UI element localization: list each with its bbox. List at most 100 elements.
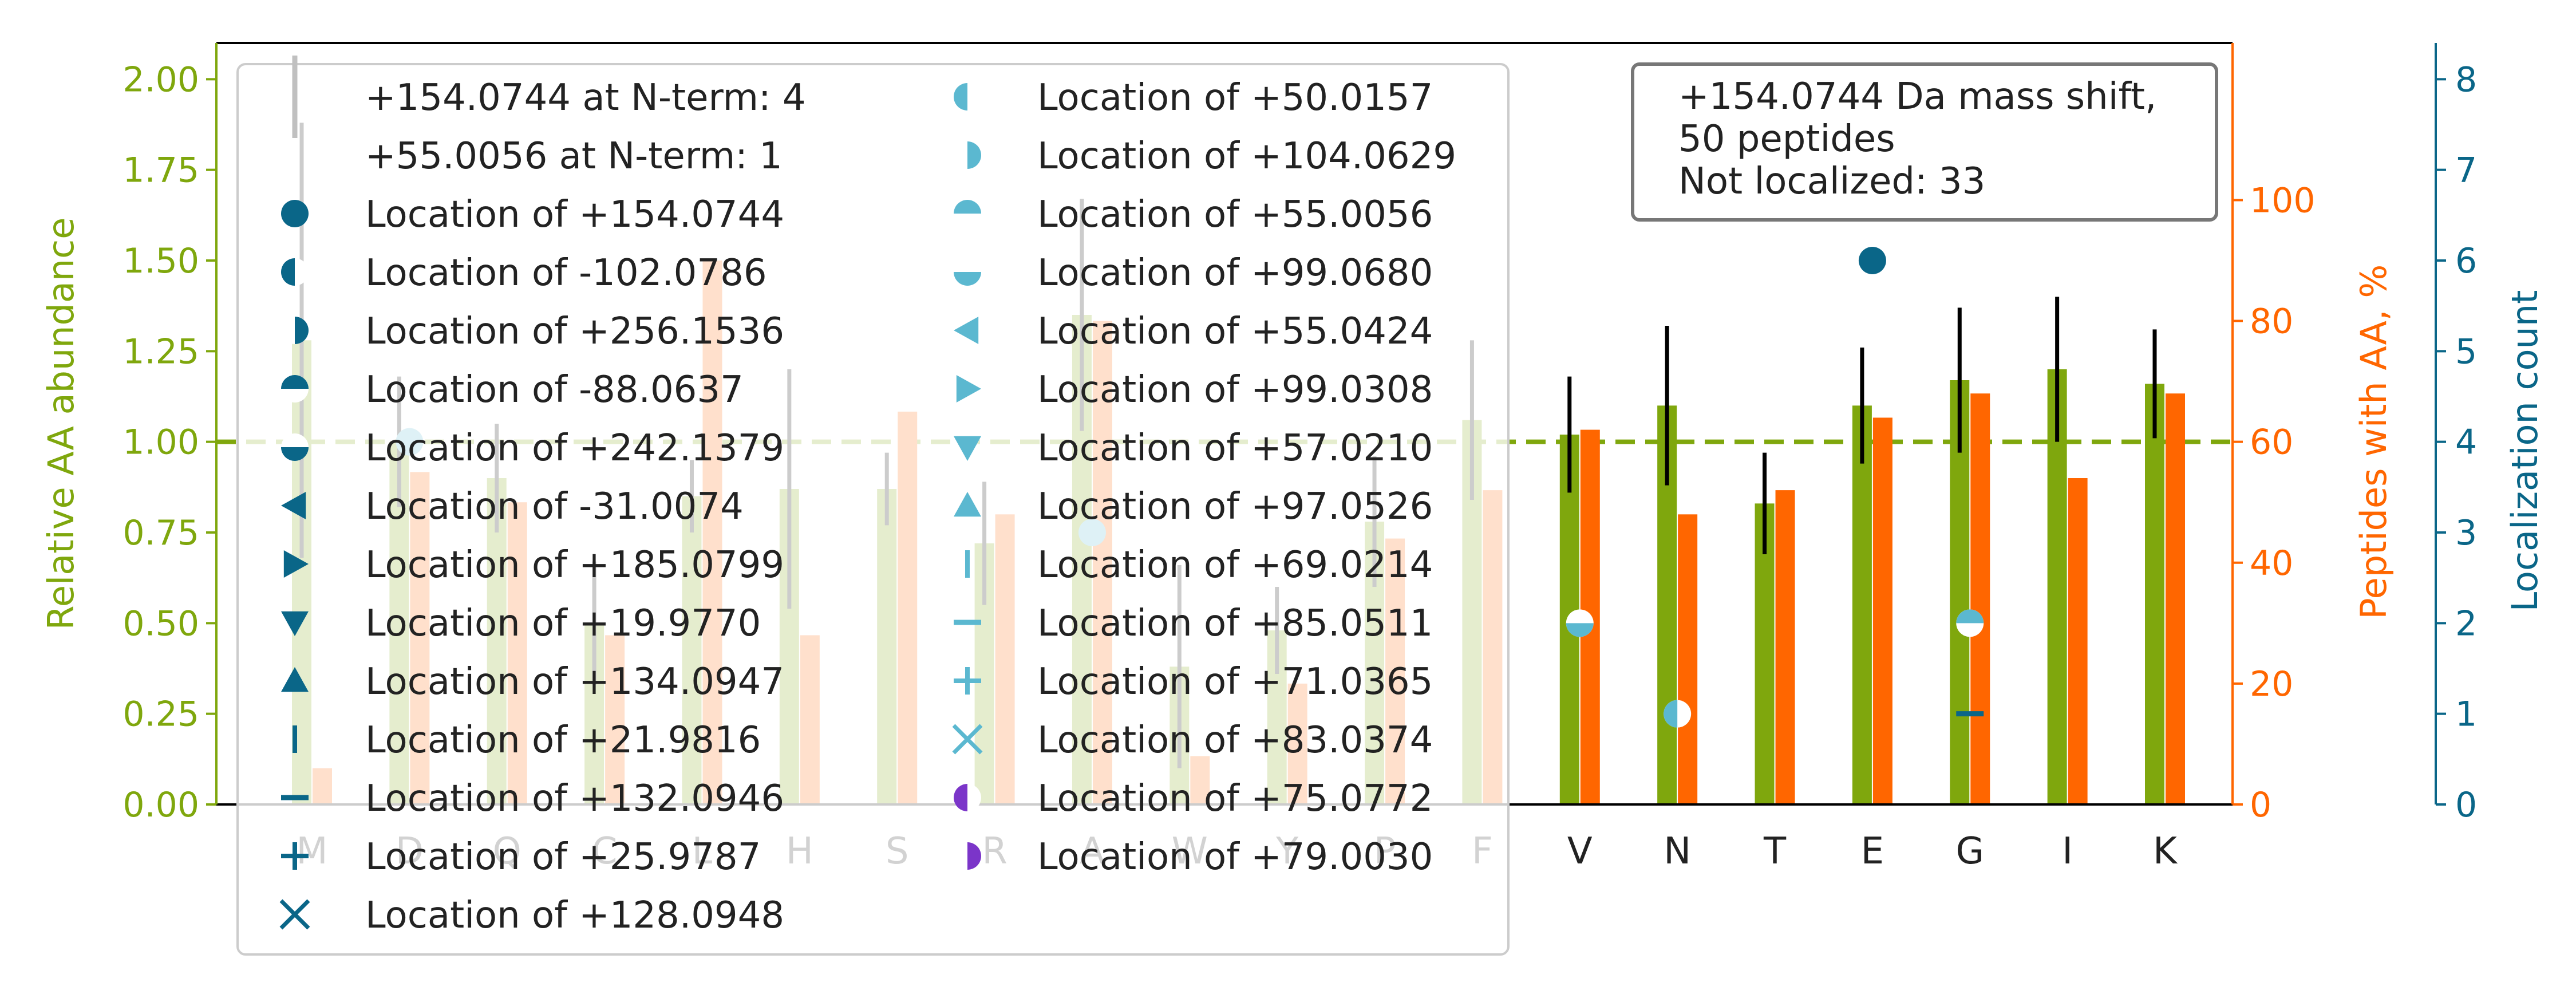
legend-col2-label-11: Location of +83.0374: [1037, 719, 1433, 762]
localization-marker-N-3: [1664, 700, 1692, 728]
legend-col1-marker-5: [281, 375, 309, 403]
left-tick-label: 1.75: [123, 151, 199, 191]
legend: +154.0744 at N-term: 4 +55.0056 at N-term…: [236, 56, 1510, 956]
localization-marker-G-5: [1956, 609, 1984, 637]
legend-col2-marker-12: [954, 784, 981, 811]
legend-col2-label-9: Location of +85.0511: [1037, 602, 1433, 645]
legend-col1-marker-3-shape: [281, 258, 295, 286]
legend-col1-marker-4-shape: [295, 317, 309, 344]
left-tick-label: 2.00: [123, 60, 199, 100]
legend-col2-label-7: Location of +97.0526: [1037, 486, 1433, 528]
legend-col1-label-3: Location of -102.0786: [365, 252, 767, 294]
legend-col1-marker-6-shape: [281, 447, 309, 461]
bar-abundance-K: [2145, 384, 2164, 804]
legend-col2-marker-5-shape: [956, 375, 981, 403]
x-tick-label-V: V: [1567, 830, 1593, 873]
legend-col1-marker-3: [281, 258, 309, 286]
right2-tick-label: 2: [2455, 603, 2477, 644]
legend-col1-label-2: Location of +154.0744: [365, 194, 784, 236]
right-tick-label: 20: [2250, 664, 2293, 704]
left-tick-label: 1.50: [123, 241, 199, 281]
right2-tick-label: 3: [2455, 513, 2477, 553]
legend-col2-marker-0-shape: [954, 83, 967, 111]
legend-col2-marker-13-shape: [967, 842, 981, 870]
x-tick-label-T: T: [1763, 830, 1787, 873]
legend-col2-marker-6-shape: [954, 436, 981, 461]
legend-col1-marker-13: [281, 842, 309, 870]
legend-col2-marker-12-shape: [954, 784, 967, 811]
legend-col2-marker-1-shape: [967, 141, 981, 169]
left-tick-label: 1.25: [123, 332, 199, 372]
bar-peptides-T: [1775, 490, 1795, 804]
right2-tick-label: 8: [2455, 60, 2477, 100]
legend-col1-label-6: Location of +242.1379: [365, 427, 784, 470]
legend-col2-marker-2: [954, 200, 981, 227]
legend-col1-marker-7: [281, 492, 306, 519]
legend-frame: [236, 63, 1510, 956]
info-box-line-1: 50 peptides: [1678, 118, 1895, 160]
bar-peptides-I: [2068, 478, 2088, 804]
legend-col2-marker-3-shape: [954, 272, 981, 286]
legend-col2-marker-11-shape: [952, 724, 983, 755]
legend-col1-label-11: Location of +21.9816: [365, 719, 761, 762]
legend-col1-marker-9-shape: [281, 611, 309, 636]
legend-col2-marker-5: [956, 375, 981, 403]
x-tick-label-G: G: [1955, 830, 1984, 873]
legend-col1-marker-8-shape: [283, 550, 309, 578]
localization-marker-V-2-shape: [1566, 623, 1594, 637]
right2-tick-label: 6: [2455, 241, 2477, 281]
legend-col2-marker-11: [952, 724, 983, 755]
legend-col1-marker-13-shape: [281, 842, 309, 870]
bar-peptides-K: [2166, 393, 2185, 804]
x-tick-label-I: I: [2062, 830, 2073, 873]
localization-marker-E-4: [1858, 247, 1886, 274]
left-axis-title: Relative AA abundance: [40, 218, 82, 630]
legend-col1-marker-10-shape: [281, 667, 309, 692]
left-tick-label: 0.00: [123, 785, 199, 825]
right-tick-label: 40: [2250, 543, 2293, 583]
legend-col1-label-9: Location of +19.9770: [365, 602, 761, 645]
legend-col1-label-7: Location of -31.0074: [365, 486, 744, 528]
legend-col2-marker-4: [954, 317, 979, 344]
legend-col1-label-12: Location of +132.0946: [365, 778, 784, 820]
legend-col2-label-3: Location of +99.0680: [1037, 252, 1433, 294]
legend-col1-marker-7-shape: [281, 492, 306, 519]
bar-peptides-G: [1970, 393, 1990, 804]
legend-col2-label-8: Location of +69.0214: [1037, 544, 1433, 586]
legend-col1-marker-14: [279, 899, 310, 930]
localization-marker-G-5-shape: [1956, 609, 1984, 624]
legend-col1-marker-9: [281, 611, 309, 636]
legend-col2-marker-6: [954, 436, 981, 461]
right-tick-label: 60: [2250, 423, 2293, 463]
legend-col2-label-5: Location of +99.0308: [1037, 369, 1433, 411]
legend-col2-marker-10-shape: [954, 667, 981, 695]
legend-col2-marker-3: [954, 258, 981, 286]
legend-col1-label-4: Location of +256.1536: [365, 310, 784, 353]
legend-col2-label-4: Location of +55.0424: [1037, 310, 1433, 353]
legend-col2-marker-1: [954, 141, 981, 169]
right-axis-title: Peptides with AA, %: [2353, 265, 2395, 620]
bar-abundance-E: [1852, 405, 1872, 804]
right-tick-label: 80: [2250, 302, 2293, 342]
left-tick-label: 0.75: [123, 513, 199, 553]
legend-col1-marker-6: [281, 433, 309, 461]
left-tick-label: 0.25: [123, 695, 199, 735]
x-tick-label-N: N: [1664, 830, 1691, 873]
legend-col2-marker-13: [954, 842, 981, 870]
legend-col2-label-2: Location of +55.0056: [1037, 194, 1433, 236]
legend-col2-label-13: Location of +79.0030: [1037, 836, 1433, 878]
legend-col1-marker-14-shape: [279, 899, 310, 930]
legend-col1-label-1: +55.0056 at N-term: 1: [365, 135, 783, 177]
localization-marker-N-3-shape: [1664, 700, 1678, 728]
right-tick-label: 0: [2250, 785, 2271, 825]
right-tick-label: 100: [2250, 180, 2316, 220]
legend-col2-marker-10: [954, 667, 981, 695]
legend-col1-marker-2: [281, 200, 309, 227]
legend-col2-marker-7-shape: [954, 492, 981, 517]
legend-col2-label-1: Location of +104.0629: [1037, 135, 1456, 177]
legend-col1-label-10: Location of +134.0947: [365, 661, 784, 703]
right2-tick-label: 0: [2455, 785, 2477, 825]
legend-col2-marker-4-shape: [954, 317, 979, 344]
